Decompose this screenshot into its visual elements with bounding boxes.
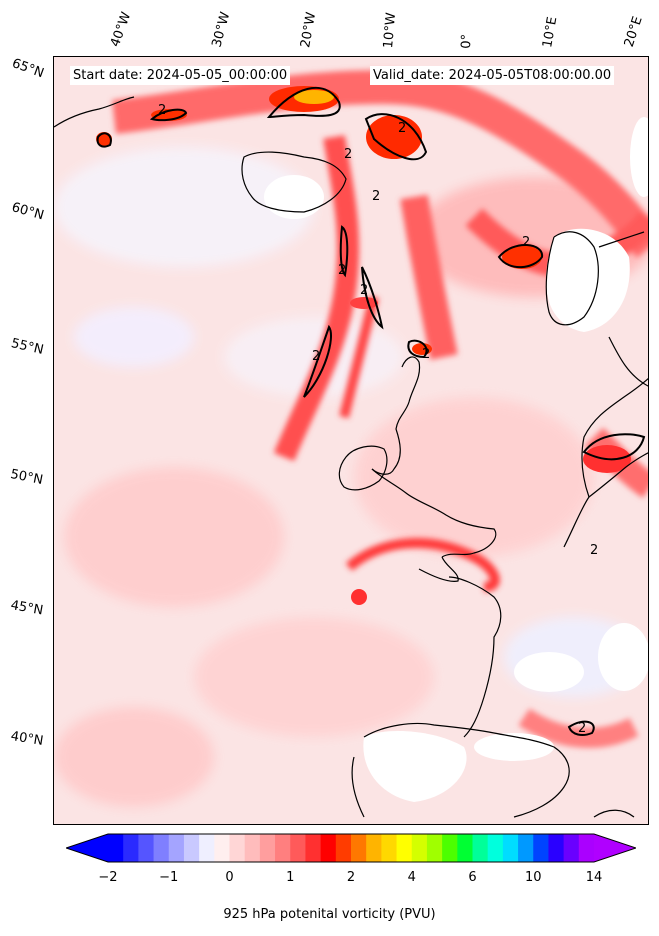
colorbar-cell (335, 834, 352, 862)
contour-label: 2 (338, 263, 347, 278)
colorbar-tick-label: −1 (159, 870, 179, 885)
colorbar-cell (411, 834, 428, 862)
colorbar-cell (123, 834, 139, 862)
lon-label-30w: 30°W (209, 10, 234, 49)
lat-label-65n: 65°N (9, 56, 46, 82)
colorbar-cell (168, 834, 185, 862)
contour-label: 2 (312, 349, 321, 364)
colorbar-cell (229, 834, 246, 862)
lat-label-45n: 45°N (9, 598, 45, 619)
lon-label-20w: 20°W (298, 11, 320, 50)
start-date-label: Start date: 2024-05-05_00:00:00 (70, 66, 291, 85)
colorbar-cell (563, 834, 580, 862)
colorbar-cell (290, 834, 306, 862)
colorbar-cell (381, 834, 398, 862)
colorbar-over-arrow (594, 834, 636, 862)
colorbar-cell (259, 834, 276, 862)
colorbar-cell (533, 834, 549, 862)
lon-label-10w: 10°W (381, 11, 400, 49)
lat-label-40n: 40°N (9, 729, 45, 749)
colorbar-cell (199, 834, 215, 862)
map-panel: 2 2 2 2 2 2 2 2 2 2 2 (53, 56, 649, 825)
colorbar-cell (108, 834, 124, 862)
colorbar-cell (153, 834, 170, 862)
contour-label: 2 (522, 235, 531, 250)
lat-label-60n: 60°N (9, 200, 46, 224)
lat-label-50n: 50°N (9, 467, 45, 488)
contour-label: 2 (360, 283, 369, 298)
colorbar-tick-label: −2 (98, 870, 118, 885)
colorbar-tick-label: 2 (346, 870, 356, 885)
colorbar-cell (214, 834, 230, 862)
colorbar-tick-label: 0 (225, 870, 234, 885)
contour-label: 2 (398, 121, 407, 136)
colorbar-cell (275, 834, 291, 862)
colorbar-cell (351, 834, 367, 862)
colorbar-cell (487, 834, 504, 862)
colorbar-cell (518, 834, 534, 862)
lon-label-20e: 20°E (621, 14, 646, 50)
colorbar-outline (66, 833, 636, 863)
colorbar-tick-label: 14 (585, 870, 603, 885)
colorbar-cell (472, 834, 489, 862)
contour-label: 2 (590, 543, 599, 558)
colorbar-tick-label: 6 (468, 870, 477, 885)
colorbar-cell (244, 834, 261, 862)
colorbar (66, 833, 636, 863)
colorbar-cell (578, 834, 595, 862)
lat-label-55n: 55°N (9, 336, 45, 358)
colorbar-cell (457, 834, 473, 862)
colorbar-cell (502, 834, 519, 862)
contour-label: 2 (578, 721, 587, 736)
colorbar-title: 925 hPa potenital vorticity (PVU) (223, 907, 436, 922)
colorbar-cell (442, 834, 458, 862)
pv-field (54, 57, 648, 824)
colorbar-cell (183, 834, 200, 862)
colorbar-tick-label: 1 (286, 870, 295, 885)
lon-label-40w: 40°W (107, 10, 135, 49)
lon-label-10e: 10°E (540, 15, 561, 49)
contour-label: 2 (422, 347, 431, 362)
colorbar-under-arrow (66, 834, 108, 862)
contour-label: 2 (372, 189, 381, 204)
colorbar-cell (366, 834, 382, 862)
colorbar-tick-label: 4 (407, 870, 416, 885)
colorbar-tick-label: 10 (524, 870, 542, 885)
colorbar-cell (138, 834, 155, 862)
colorbar-cell (396, 834, 413, 862)
valid-date-label: Valid_date: 2024-05-05T08:00:00.00 (370, 66, 615, 85)
colorbar-cell (426, 834, 443, 862)
contour-label: 2 (158, 103, 167, 118)
colorbar-cell (320, 834, 337, 862)
coastlines (54, 96, 648, 818)
contour-label: 2 (344, 147, 353, 162)
lon-label-0: 0° (459, 33, 475, 49)
colorbar-cell (305, 834, 322, 862)
colorbar-cell (548, 834, 565, 862)
